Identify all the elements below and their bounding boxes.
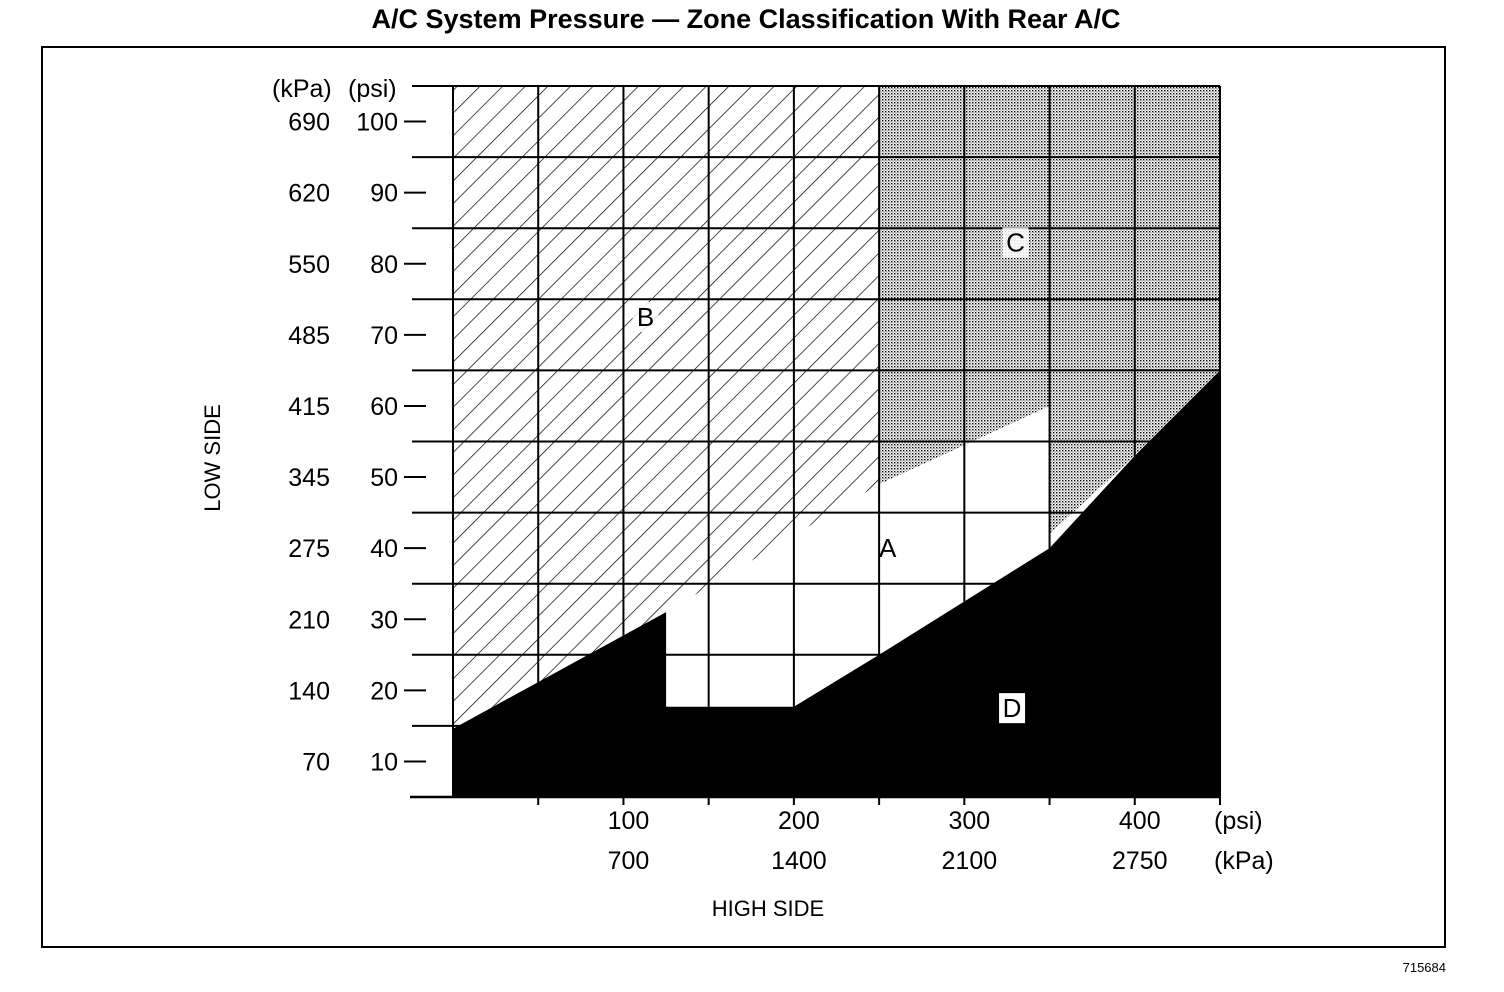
x-tick-label-kpa: 2100 bbox=[942, 847, 998, 875]
y-tick-label-kpa: 485 bbox=[288, 322, 330, 350]
y-tick-label-kpa: 620 bbox=[288, 180, 330, 208]
y-tick-label-psi: 70 bbox=[370, 322, 398, 350]
y-axis-title: LOW SIDE bbox=[200, 404, 225, 512]
y-tick-label-kpa: 550 bbox=[288, 251, 330, 279]
zone-b bbox=[453, 86, 880, 741]
y-tick-label-kpa: 210 bbox=[288, 606, 330, 634]
zone-label-bg bbox=[1002, 227, 1029, 258]
y-unit-kpa: (kPa) bbox=[272, 75, 332, 103]
zone-d bbox=[453, 370, 1220, 797]
zone-label-c: C bbox=[1006, 227, 1025, 257]
y-tick-label-kpa: 690 bbox=[288, 109, 330, 137]
x-tick-label-kpa: 700 bbox=[608, 847, 650, 875]
y-tick-label-psi: 30 bbox=[370, 606, 398, 634]
y-tick-label-psi: 10 bbox=[370, 748, 398, 776]
figure-id: 715684 bbox=[1402, 960, 1446, 975]
x-tick-label-psi: 300 bbox=[948, 807, 990, 835]
zone-label-a: A bbox=[879, 533, 897, 563]
zone-a bbox=[666, 405, 1050, 707]
x-unit-psi: (psi) bbox=[1214, 807, 1263, 835]
chart-title: A/C System Pressure — Zone Classificatio… bbox=[371, 4, 1121, 34]
chart-frame bbox=[41, 46, 1446, 948]
y-tick-label-psi: 20 bbox=[370, 677, 398, 705]
y-tick-label-psi: 100 bbox=[356, 109, 398, 137]
zone-label-bg bbox=[632, 302, 659, 333]
y-tick-label-kpa: 140 bbox=[288, 677, 330, 705]
axes-layer bbox=[404, 120, 1221, 805]
y-tick-label-kpa: 70 bbox=[302, 748, 330, 776]
x-tick-label-kpa: 2750 bbox=[1112, 847, 1168, 875]
x-tick-label-psi: 400 bbox=[1119, 807, 1161, 835]
zone-label-b: B bbox=[637, 302, 654, 332]
x-tick-label-psi: 100 bbox=[608, 807, 650, 835]
x-tick-label-kpa: 1400 bbox=[771, 847, 827, 875]
y-tick-label-psi: 50 bbox=[370, 464, 398, 492]
x-axis-title: HIGH SIDE bbox=[712, 896, 824, 921]
y-tick-label-psi: 90 bbox=[370, 180, 398, 208]
y-tick-label-psi: 60 bbox=[370, 393, 398, 421]
y-tick-label-kpa: 345 bbox=[288, 464, 330, 492]
y-unit-psi: (psi) bbox=[348, 75, 397, 103]
zone-label-bg bbox=[999, 693, 1026, 724]
y-tick-label-psi: 40 bbox=[370, 535, 398, 563]
x-tick-label-psi: 200 bbox=[778, 807, 820, 835]
y-tick-label-psi: 80 bbox=[370, 251, 398, 279]
x-unit-kpa: (kPa) bbox=[1214, 847, 1274, 875]
y-tick-label-kpa: 275 bbox=[288, 535, 330, 563]
y-tick-label-kpa: 415 bbox=[288, 393, 330, 421]
zone-label-d: D bbox=[1003, 693, 1022, 723]
labels-layer: 70 10 140 20 210 30 275 40 345 50 415 60 485 70 550 80 6… bbox=[200, 75, 1274, 921]
